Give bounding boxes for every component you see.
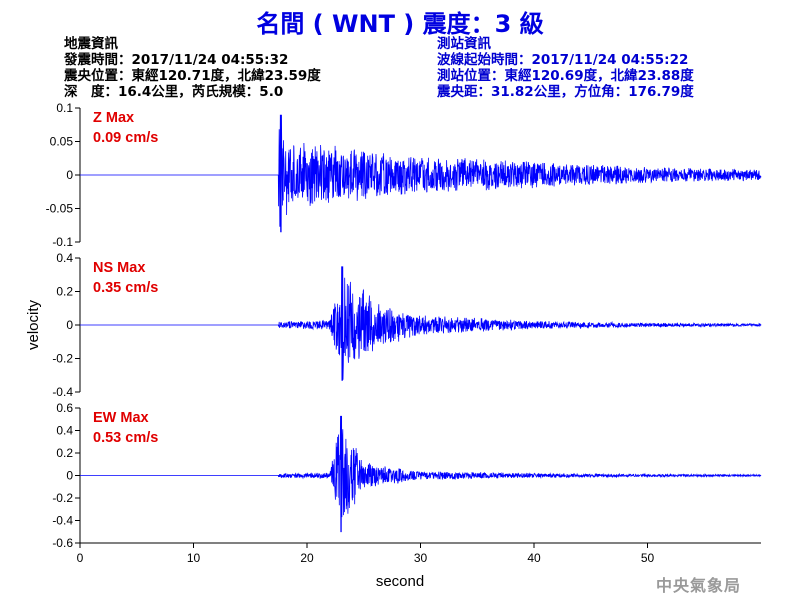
station-info: 測站資訊 波線起始時間：2017/11/24 04:55:22 測站位置：東經1… [437,36,694,100]
x-tick-label: 10 [187,551,201,565]
quake-epicenter: 震央位置：東經120.71度，北緯23.59度 [64,68,321,84]
station-info-heading: 測站資訊 [437,36,491,52]
max-label-ew: EW Max [93,410,149,426]
y-tick-label-ew: 0.4 [56,424,73,438]
x-axis-label: second [376,573,424,590]
epicentral-distance: 震央距：31.82公里，方位角：176.79度 [437,84,694,100]
x-tick-label: 40 [527,551,541,565]
watermark: 中央氣象局 [656,576,742,595]
y-tick-label-ns: -0.2 [52,352,73,366]
x-tick-label: 50 [641,551,655,565]
y-tick-label-ew: -0.2 [52,491,73,505]
max-label-ns: NS Max [93,260,145,276]
max-value-ew: 0.53 cm/s [93,430,158,446]
waveform-ew [80,415,762,533]
y-tick-label-ew: 0.6 [56,401,73,415]
quake-depth-magnitude: 深 度：16.4公里，芮氏規模：5.0 [64,84,284,100]
y-tick-label-z: 0 [66,168,73,182]
y-tick-label-ew: 0.2 [56,446,73,460]
y-tick-label-ew: -0.4 [52,514,73,528]
waveform-start-time: 波線起始時間：2017/11/24 04:55:22 [437,52,689,68]
y-tick-label-z: 0.1 [56,101,73,115]
y-tick-label-ns: 0.2 [56,285,73,299]
y-tick-label-ew: -0.6 [52,536,73,550]
waveform-z [80,114,762,233]
station-location: 測站位置：東經120.69度，北緯23.88度 [437,68,694,84]
y-tick-label-ns: 0 [66,318,73,332]
y-tick-label-z: -0.1 [52,235,73,249]
y-axis-label: velocity [25,299,42,350]
x-tick-label: 20 [300,551,314,565]
y-tick-label-ew: 0 [66,469,73,483]
page-title: 名間 ( WNT ) 震度：3 級 [256,10,544,38]
y-tick-label-ns: 0.4 [56,251,73,265]
max-value-z: 0.09 cm/s [93,130,158,146]
y-tick-label-z: 0.05 [50,135,74,149]
quake-info: 地震資訊 發震時間：2017/11/24 04:55:32 震央位置：東經120… [64,36,321,100]
quake-info-heading: 地震資訊 [64,36,118,52]
max-value-ns: 0.35 cm/s [93,280,158,296]
quake-origin-time: 發震時間：2017/11/24 04:55:32 [64,52,289,68]
max-label-z: Z Max [93,110,134,126]
y-tick-label-z: -0.05 [46,202,74,216]
waveform-ns [80,266,762,381]
x-tick-label: 30 [414,551,428,565]
y-tick-label-ns: -0.4 [52,385,73,399]
x-tick-label: 0 [77,551,84,565]
